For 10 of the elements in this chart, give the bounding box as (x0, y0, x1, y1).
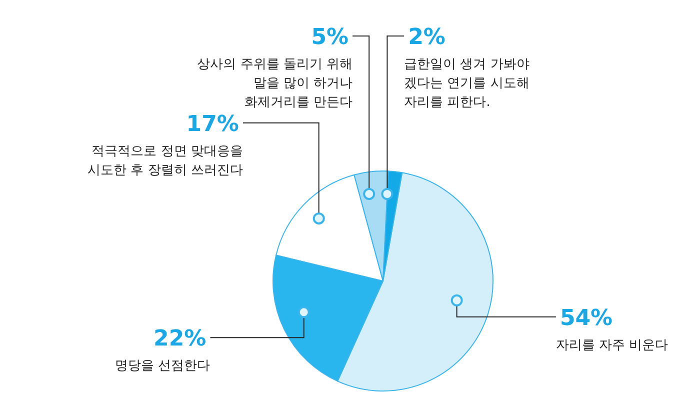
slice-label: 자리를 자주 비운다 (556, 338, 668, 353)
data-label: 5% (311, 24, 349, 50)
slice-label: 급한일이 생겨 가봐야 겠다는 연기를 시도해 자리를 피한다. (404, 57, 530, 110)
data-label: 54% (560, 306, 613, 331)
data-label: 2% (408, 25, 446, 50)
data-label: 22% (154, 326, 206, 352)
slice-label: 적극적으로 정면 맞대응을 시도한 후 장렬히 쓰러진다 (88, 144, 243, 178)
slice-label: 상사의 주위를 돌리기 위해 말을 많이 하거나 화제거리를 만든다 (197, 56, 353, 110)
data-label: 17% (186, 112, 239, 137)
slice-label: 명당을 선점한다 (115, 358, 210, 374)
